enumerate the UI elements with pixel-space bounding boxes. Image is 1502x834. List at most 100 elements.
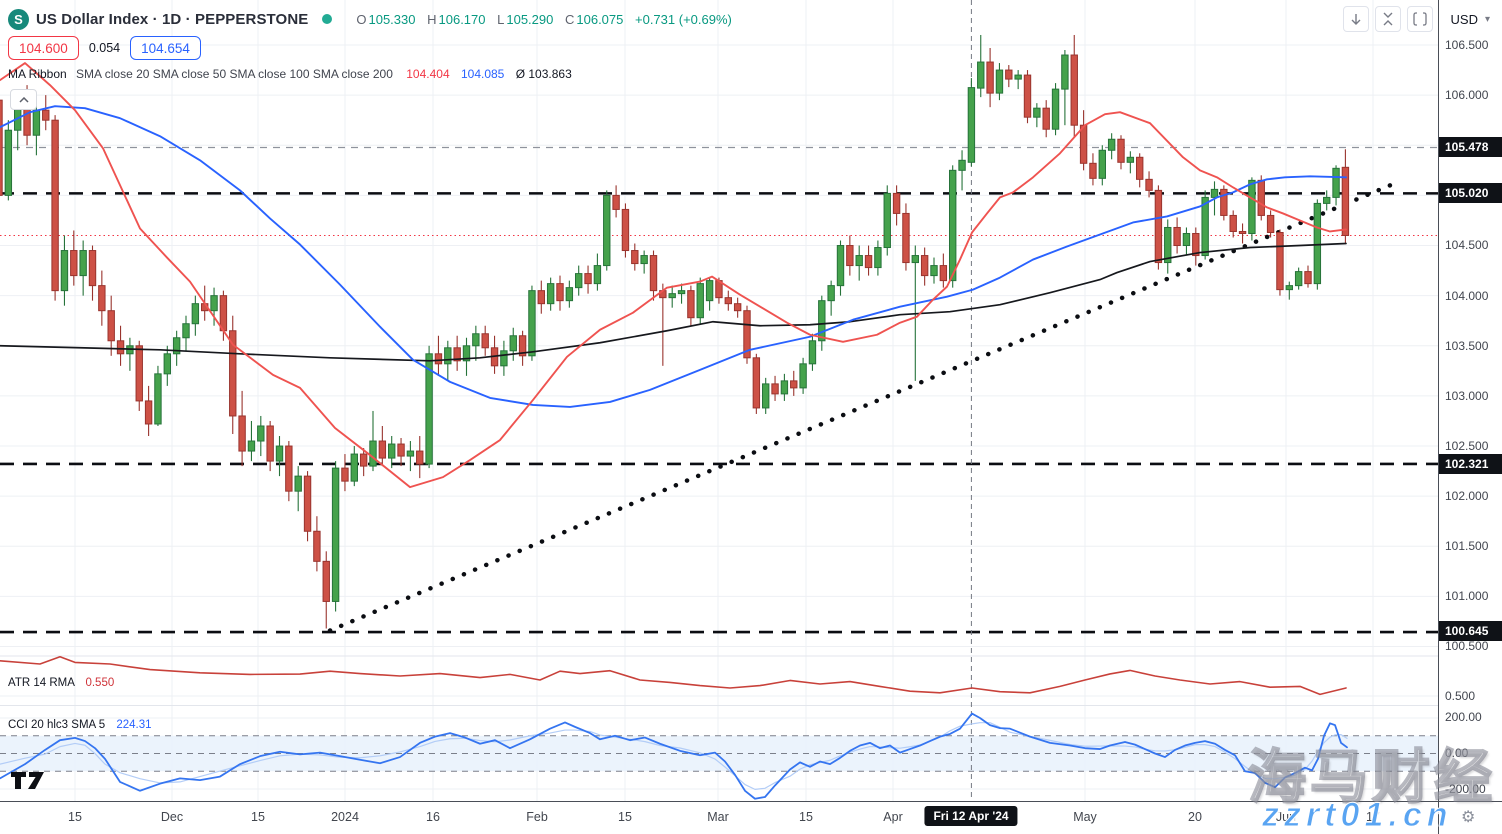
- candle: [434, 353, 443, 365]
- fullscreen-icon: [1412, 12, 1427, 26]
- chevron-up-icon: [18, 96, 29, 103]
- axis-settings-gear-icon[interactable]: ⚙: [1461, 809, 1476, 826]
- crosshair-date-badge: Fri 12 Apr '24: [924, 806, 1018, 826]
- buy-button[interactable]: 104.654: [130, 36, 201, 60]
- candle: [771, 383, 779, 395]
- candle: [1229, 214, 1237, 232]
- cci-legend[interactable]: CCI 20 hlc3 SMA 5 224.31: [8, 719, 152, 731]
- ma-average-value: Ø 103.863: [515, 67, 572, 81]
- candle: [88, 250, 97, 287]
- candle: [378, 440, 387, 459]
- collapse-pane-button[interactable]: [1374, 6, 1401, 32]
- candle: [855, 255, 863, 267]
- tradingview-logo-icon[interactable]: [10, 770, 46, 792]
- candle: [191, 303, 200, 325]
- candle: [883, 192, 891, 249]
- currency-dropdown[interactable]: USD ▾: [1443, 8, 1498, 31]
- candle: [70, 250, 78, 277]
- candle: [154, 373, 162, 425]
- time-tick: Dec: [160, 810, 184, 824]
- price-tick: 103.000: [1445, 389, 1489, 403]
- candle: [958, 159, 966, 171]
- candle: [163, 353, 172, 375]
- candle: [593, 265, 602, 285]
- candle: [32, 109, 41, 136]
- scroll-down-button[interactable]: [1342, 6, 1369, 32]
- candle: [51, 119, 59, 292]
- symbol-header: S US Dollar Index · 1D · PEPPERSTONE O 10…: [8, 8, 732, 30]
- time-tick: 20: [1188, 810, 1202, 824]
- candle: [116, 340, 125, 355]
- collapse-legend-button[interactable]: [10, 89, 37, 110]
- candle: [1089, 162, 1097, 179]
- candle: [1201, 196, 1209, 257]
- candle: [649, 255, 658, 292]
- candle: [621, 208, 630, 252]
- time-tick: 15: [251, 810, 265, 824]
- candle: [696, 283, 704, 319]
- ma50-value: 104.085: [460, 67, 505, 81]
- candle: [229, 330, 237, 417]
- close-value: 106.075: [576, 11, 624, 27]
- time-tick: May: [1073, 810, 1097, 824]
- candle: [631, 250, 639, 265]
- candle: [1070, 54, 1078, 126]
- candle: [406, 450, 415, 457]
- market-status-icon: [322, 14, 333, 24]
- ma-ribbon-params: SMA close 20 SMA close 50 SMA close 100 …: [76, 67, 393, 81]
- sell-button[interactable]: 104.600: [8, 36, 79, 60]
- candle: [257, 425, 265, 442]
- time-tick: Feb: [526, 810, 548, 824]
- candle: [967, 87, 976, 163]
- candle: [1248, 179, 1256, 234]
- symbol-title[interactable]: US Dollar Index · 1D · PEPPERSTONE: [36, 10, 309, 28]
- candle: [1257, 179, 1265, 216]
- fullscreen-button[interactable]: [1406, 6, 1433, 32]
- sma100-line: [0, 105, 1347, 408]
- candle: [1061, 54, 1069, 90]
- price-badge: 105.020: [1439, 183, 1502, 203]
- candle: [939, 265, 948, 282]
- candle: [397, 443, 405, 457]
- candle: [537, 290, 545, 305]
- candle: [1005, 69, 1013, 80]
- ma20-value: 104.404: [406, 67, 450, 81]
- price-tick: 0.500: [1445, 689, 1476, 703]
- candle: [238, 415, 246, 452]
- time-tick: 17: [1366, 810, 1380, 824]
- candle: [836, 245, 845, 287]
- close-label: C: [564, 11, 575, 27]
- change-value: +0.731 (+0.69%): [635, 11, 732, 27]
- candle: [472, 333, 480, 347]
- price-tick: 102.000: [1445, 489, 1489, 503]
- candle: [1313, 202, 1322, 285]
- time-axis[interactable]: 15 Dec 15 2024 16 Feb 15 Mar 15 Apr May 20 Jun 17 Fri …: [0, 802, 1502, 834]
- candle: [846, 245, 854, 267]
- candle: [172, 337, 181, 355]
- candle: [266, 425, 274, 462]
- candle: [584, 273, 592, 285]
- time-axis-bg: [0, 802, 1502, 834]
- candle: [818, 300, 826, 342]
- time-tick: 16: [426, 810, 440, 824]
- time-tick: 2024: [331, 810, 359, 824]
- price-tick: 101.000: [1445, 589, 1489, 603]
- atr-legend[interactable]: ATR 14 RMA 0.550: [8, 677, 114, 689]
- candle: [1220, 188, 1228, 216]
- trendline[interactable]: [327, 183, 1393, 633]
- candle: [612, 194, 620, 210]
- candle: [575, 273, 583, 289]
- candle: [1192, 232, 1200, 257]
- candle: [995, 69, 1004, 94]
- candle: [930, 265, 938, 277]
- collapse-icon: [1383, 12, 1393, 26]
- candle: [303, 475, 312, 532]
- atr-label: ATR 14 RMA: [8, 677, 75, 689]
- candle: [453, 347, 461, 362]
- price-axis[interactable]: 106.500 106.000 104.500 104.000 103.500 103.0…: [1439, 0, 1502, 802]
- candle: [275, 445, 284, 462]
- ma-ribbon-legend[interactable]: MA Ribbon SMA close 20 SMA close 50 SMA …: [8, 67, 572, 81]
- candle: [977, 61, 985, 89]
- candle: [60, 250, 69, 292]
